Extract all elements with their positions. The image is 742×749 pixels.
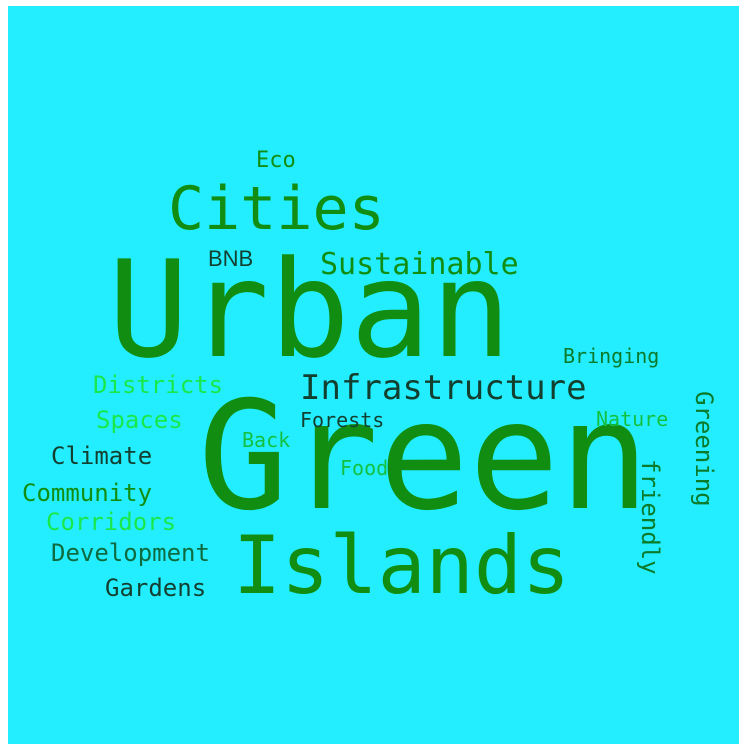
word-development: Development bbox=[51, 539, 210, 567]
word-back: Back bbox=[242, 428, 291, 452]
word-sustainable: Sustainable bbox=[320, 247, 519, 282]
word-districts: Districts bbox=[93, 371, 224, 399]
word-bringing: Bringing bbox=[563, 344, 660, 368]
word-community: Community bbox=[22, 479, 153, 507]
word-green: Green bbox=[198, 370, 650, 544]
word-forests: Forests bbox=[300, 408, 385, 432]
word-islands: Islands bbox=[233, 519, 571, 612]
word-food: Food bbox=[340, 456, 389, 480]
word-climate: Climate bbox=[51, 442, 153, 470]
word-cloud-canvas: Urban Green Islands Cities Infrastructur… bbox=[8, 6, 739, 744]
word-spaces: Spaces bbox=[96, 406, 183, 434]
word-friendly: friendly bbox=[636, 459, 664, 575]
word-nature: Nature bbox=[596, 407, 669, 431]
word-gardens: Gardens bbox=[105, 574, 207, 602]
word-corridors: Corridors bbox=[46, 508, 177, 536]
word-urban: Urban bbox=[108, 232, 512, 388]
word-eco: Eco bbox=[256, 148, 296, 173]
word-infrastructure: Infrastructure bbox=[300, 368, 587, 408]
word-bnb: BNB bbox=[208, 246, 254, 271]
word-greening: Greening bbox=[690, 391, 718, 507]
word-cities: Cities bbox=[168, 174, 385, 244]
